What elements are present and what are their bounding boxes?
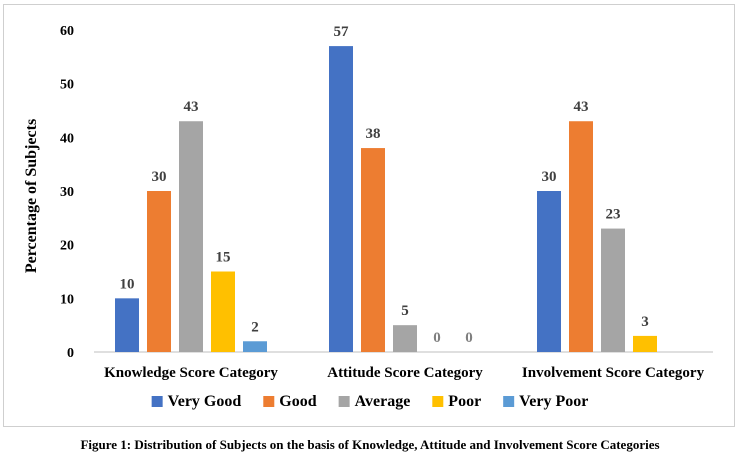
y-axis-label-group: Percentage of Subjects	[23, 119, 40, 273]
bar	[179, 121, 203, 352]
bar-value-label: 5	[401, 303, 409, 319]
bar	[633, 335, 657, 352]
legend-label: Very Poor	[519, 393, 588, 410]
legend-swatch	[503, 396, 515, 407]
bar-value-label: 30	[152, 169, 167, 185]
bar	[147, 191, 171, 352]
y-tick-label: 0	[67, 346, 74, 361]
bar-value-label: 43	[574, 99, 589, 115]
bar	[537, 191, 561, 352]
bar	[211, 271, 235, 352]
category-labels: Knowledge Score Category Attitude Score C…	[104, 365, 705, 381]
bar	[329, 46, 353, 352]
category-label: Attitude Score Category	[327, 365, 483, 381]
legend-label: Very Good	[168, 393, 242, 410]
bar	[601, 228, 625, 352]
bar-value-label: 0	[465, 330, 473, 346]
bar-value-label: 23	[606, 207, 621, 223]
y-tick-label: 30	[60, 185, 74, 200]
y-tick-label: 20	[60, 239, 74, 254]
bars-group	[115, 46, 657, 352]
legend-swatch	[151, 396, 163, 407]
bar-value-label: 57	[334, 24, 350, 40]
category-label: Knowledge Score Category	[104, 365, 278, 381]
legend-label: Average	[355, 393, 411, 410]
bar-value-label: 38	[366, 126, 381, 142]
y-tick-label: 40	[60, 131, 74, 146]
legend-label: Good	[279, 393, 316, 410]
bar	[569, 121, 593, 352]
bar	[393, 325, 417, 352]
legend-label: Poor	[448, 393, 481, 410]
bar-value-label: 10	[120, 276, 135, 292]
bar	[243, 341, 267, 352]
legend-swatch	[338, 396, 350, 407]
y-axis-label: Percentage of Subjects	[23, 119, 40, 273]
bar-value-labels: 10 30 43 15 2 57 38 5 0 0 30 43 23 3	[120, 24, 649, 346]
category-label: Involvement Score Category	[522, 365, 705, 381]
figure-caption: Figure 1: Distribution of Subjects on th…	[80, 437, 660, 452]
bar-value-label: 0	[433, 330, 441, 346]
y-axis-ticks: 0 10 20 30 40 50 60	[60, 24, 74, 361]
bar	[361, 148, 385, 352]
legend-swatch	[263, 396, 275, 407]
y-tick-label: 10	[60, 292, 74, 307]
legend: Very Good Good Average Poor Very Poor	[151, 393, 588, 410]
bar-value-label: 3	[641, 314, 649, 330]
bar-value-label: 15	[216, 250, 231, 266]
y-tick-label: 60	[60, 24, 74, 39]
y-tick-label: 50	[60, 78, 74, 93]
bar-value-label: 2	[251, 319, 259, 335]
bar-value-label: 43	[184, 99, 199, 115]
legend-swatch	[432, 396, 444, 407]
bar-value-label: 30	[542, 169, 557, 185]
bar	[115, 298, 139, 352]
